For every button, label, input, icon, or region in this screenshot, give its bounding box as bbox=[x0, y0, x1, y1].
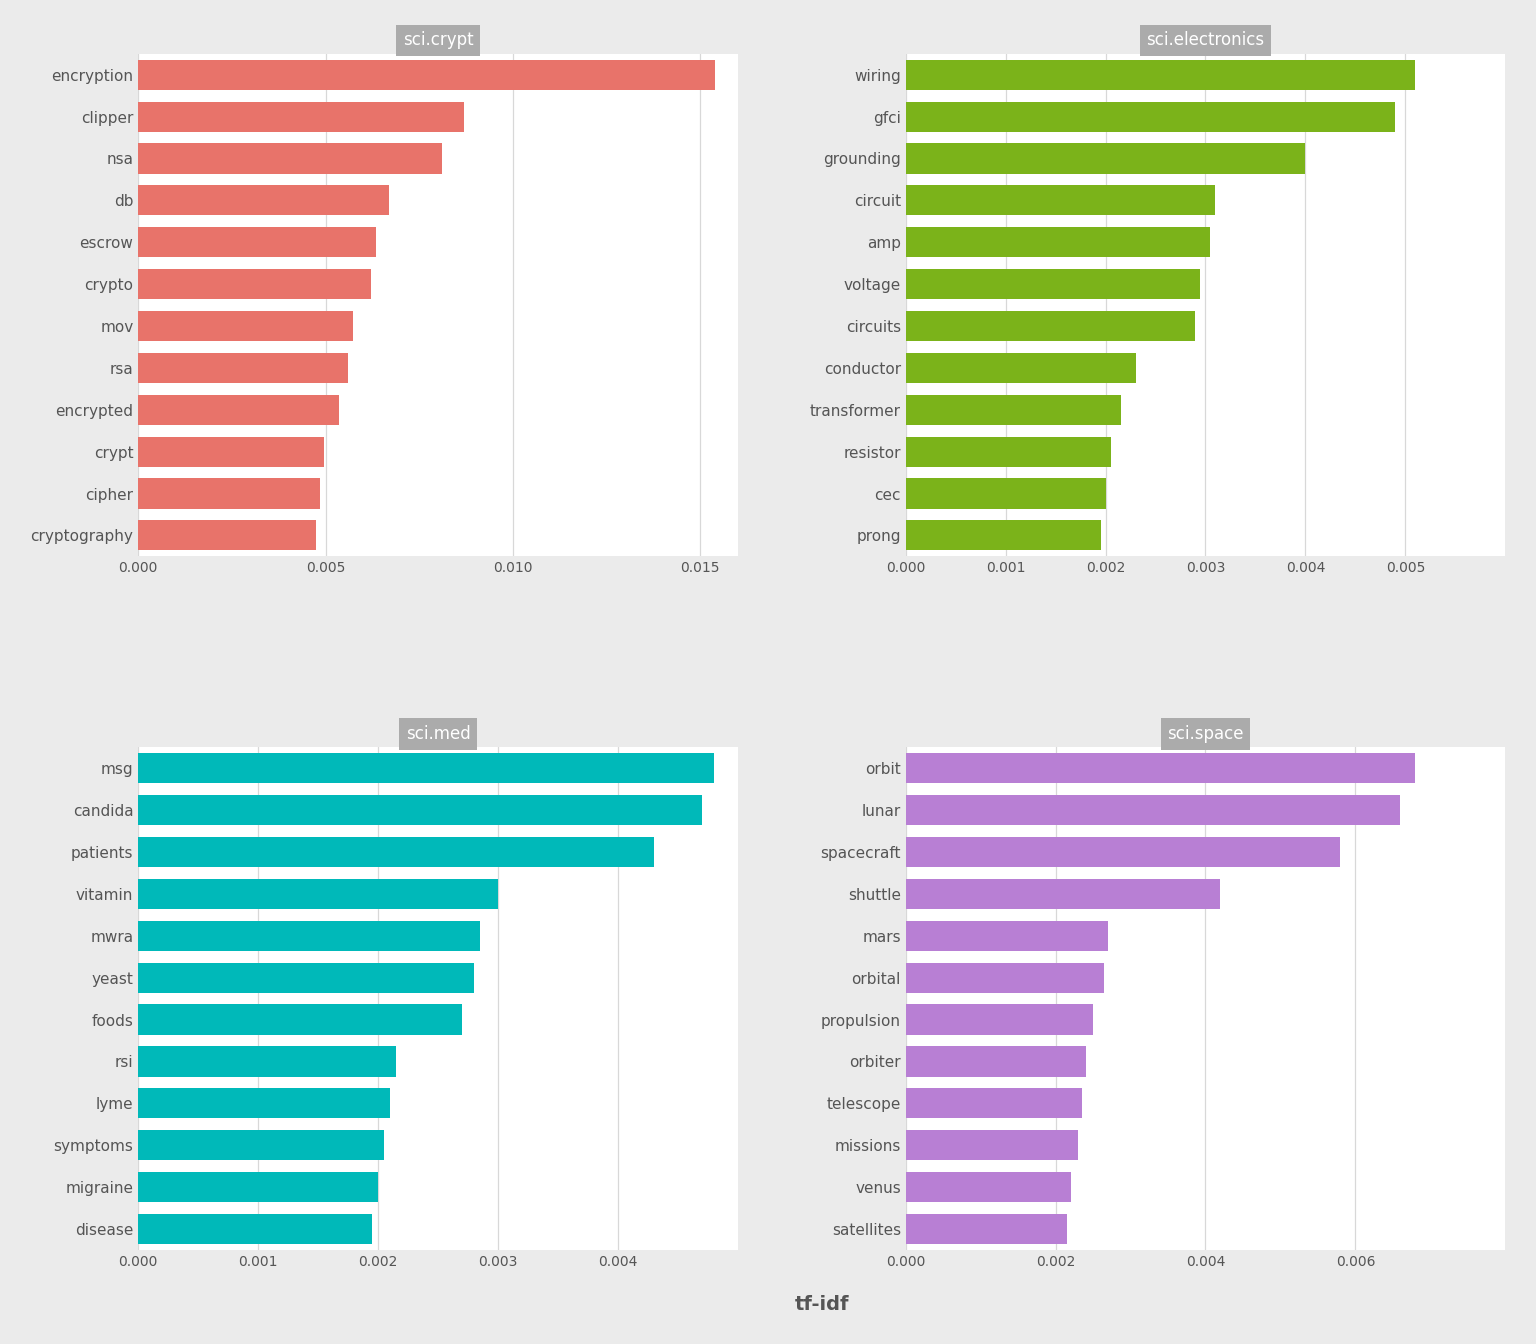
Title: sci.electronics: sci.electronics bbox=[1146, 31, 1264, 50]
Bar bbox=[138, 879, 498, 909]
Bar bbox=[138, 395, 339, 425]
Bar bbox=[906, 437, 1111, 466]
Bar bbox=[906, 753, 1415, 784]
Text: tf-idf: tf-idf bbox=[794, 1296, 849, 1314]
Bar bbox=[906, 796, 1401, 825]
Bar bbox=[138, 478, 319, 508]
Bar bbox=[906, 478, 1106, 508]
Bar bbox=[906, 1214, 1068, 1245]
Bar bbox=[906, 1004, 1094, 1035]
Bar bbox=[138, 753, 714, 784]
Bar bbox=[138, 1004, 462, 1035]
Bar bbox=[906, 879, 1221, 909]
Bar bbox=[138, 144, 442, 173]
Bar bbox=[138, 962, 475, 993]
Bar bbox=[906, 310, 1195, 341]
Bar bbox=[138, 59, 716, 90]
Bar bbox=[906, 227, 1210, 257]
Title: sci.med: sci.med bbox=[406, 724, 470, 743]
Bar bbox=[906, 185, 1215, 215]
Bar bbox=[138, 269, 370, 300]
Bar bbox=[138, 352, 349, 383]
Bar bbox=[138, 520, 316, 551]
Bar bbox=[906, 1047, 1086, 1077]
Bar bbox=[906, 1089, 1081, 1118]
Bar bbox=[138, 185, 389, 215]
Bar bbox=[906, 352, 1135, 383]
Title: sci.crypt: sci.crypt bbox=[402, 31, 473, 50]
Bar bbox=[906, 395, 1121, 425]
Bar bbox=[906, 1172, 1071, 1202]
Bar bbox=[138, 796, 702, 825]
Bar bbox=[138, 921, 479, 952]
Bar bbox=[906, 102, 1395, 132]
Bar bbox=[138, 1214, 372, 1245]
Bar bbox=[138, 102, 464, 132]
Bar bbox=[138, 227, 376, 257]
Bar bbox=[138, 1089, 390, 1118]
Bar bbox=[906, 921, 1107, 952]
Bar bbox=[906, 962, 1104, 993]
Bar bbox=[138, 1172, 378, 1202]
Bar bbox=[906, 59, 1415, 90]
Bar bbox=[906, 269, 1201, 300]
Bar bbox=[906, 1130, 1078, 1160]
Bar bbox=[138, 837, 654, 867]
Bar bbox=[138, 437, 324, 466]
Bar bbox=[906, 837, 1341, 867]
Bar bbox=[138, 310, 353, 341]
Bar bbox=[138, 1130, 384, 1160]
Bar bbox=[906, 144, 1306, 173]
Bar bbox=[138, 1047, 396, 1077]
Title: sci.space: sci.space bbox=[1167, 724, 1244, 743]
Bar bbox=[906, 520, 1101, 551]
